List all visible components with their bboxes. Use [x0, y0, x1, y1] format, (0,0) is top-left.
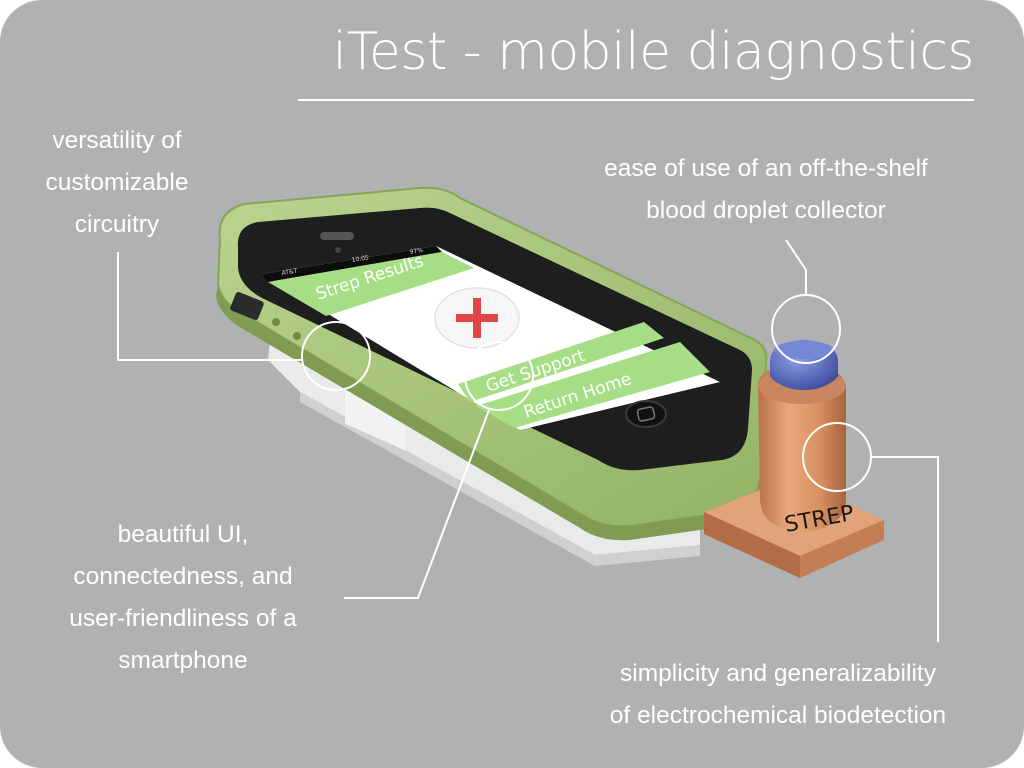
leader-line-blood: [785, 239, 807, 295]
caption-line: of electrochemical biodetection: [609, 702, 947, 729]
status-battery: 97%: [409, 247, 424, 256]
caption-line: customizable: [45, 169, 189, 196]
phone-screen: [262, 246, 720, 430]
caption-line: blood droplet collector: [646, 197, 886, 224]
callout-circle-circuitry: [301, 321, 371, 391]
page-title: iTest - mobile diagnostics: [332, 22, 975, 82]
caption-line: circuitry: [74, 211, 160, 238]
caption-blood-collector: ease of use of an off-the-shelf blood dr…: [548, 148, 984, 232]
caption-line: versatility of: [52, 127, 182, 154]
caption-line: user-friendliness of a: [69, 605, 297, 632]
caption-electrochemical: simplicity and generalizability of elect…: [548, 653, 1008, 737]
caption-smartphone-ui: beautiful UI, connectedness, and user-fr…: [28, 514, 338, 682]
caption-line: smartphone: [118, 647, 248, 674]
caption-line: connectedness, and: [73, 563, 293, 590]
callouts: [117, 239, 939, 642]
volume-button-icon: [293, 332, 301, 340]
caption-circuitry: versatility of customizable circuitry: [14, 120, 220, 246]
status-clock: 10:05: [351, 254, 369, 264]
get-support-button-bg[interactable]: [458, 322, 664, 402]
caption-line: ease of use of an off-the-shelf: [604, 155, 928, 182]
home-button[interactable]: [625, 400, 667, 428]
usb-port: [230, 292, 264, 320]
leader-line-electro: [871, 456, 939, 642]
volume-button-icon: [272, 318, 280, 326]
caption-line: simplicity and generalizability: [620, 660, 936, 687]
leader-line-ui: [344, 409, 490, 599]
earpiece: [320, 232, 354, 240]
return-home-button-bg[interactable]: [476, 342, 710, 428]
caption-line: beautiful UI,: [117, 521, 249, 548]
status-carrier: AT&T: [281, 268, 298, 277]
blood-droplet-collector: [704, 340, 884, 578]
camera-icon: [335, 247, 341, 253]
callout-circle-ui: [464, 341, 534, 411]
leader-line-circuitry: [117, 252, 302, 361]
